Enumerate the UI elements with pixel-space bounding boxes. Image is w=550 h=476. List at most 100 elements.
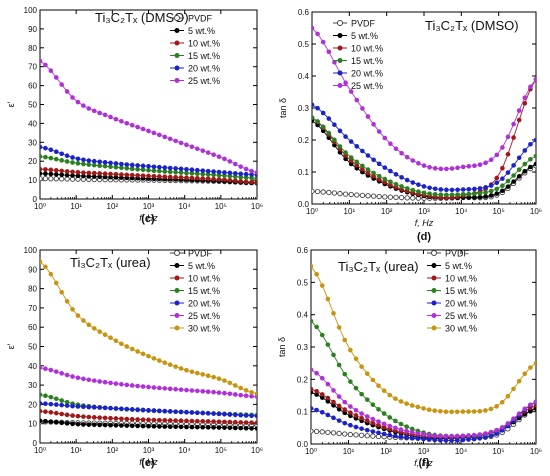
legend-marker (337, 83, 343, 88)
legend-marker (431, 288, 437, 293)
data-point (477, 162, 483, 167)
data-point (460, 187, 466, 192)
data-point (119, 161, 124, 167)
data-point (483, 431, 488, 436)
data-point (227, 391, 233, 397)
data-point (97, 379, 102, 384)
data-point (222, 173, 227, 178)
data-point (376, 173, 382, 179)
data-point (371, 170, 376, 176)
legend-marker (174, 65, 180, 71)
data-point (162, 134, 168, 140)
data-point (178, 175, 184, 180)
data-point (387, 423, 393, 429)
data-point (326, 116, 332, 121)
data-point (135, 163, 140, 168)
data-point (325, 412, 331, 418)
data-point (471, 436, 477, 442)
data-point (75, 404, 81, 409)
data-point (326, 49, 332, 55)
data-point (211, 374, 216, 380)
legend-marker (337, 20, 343, 26)
data-point (97, 174, 102, 180)
data-point (189, 410, 195, 415)
data-point (314, 188, 321, 195)
data-point (167, 165, 173, 171)
x-tick-label: 10¹ (70, 446, 82, 455)
data-point (189, 171, 195, 176)
data-point (449, 192, 455, 198)
data-point (184, 175, 189, 181)
data-point (222, 390, 227, 396)
data-point (399, 150, 404, 156)
data-point (238, 164, 244, 169)
data-point (449, 433, 454, 439)
data-point (376, 383, 381, 388)
data-point (102, 160, 108, 165)
data-point (500, 188, 505, 194)
y-tick-label: 0 (33, 195, 38, 204)
data-point (129, 122, 135, 128)
data-point (494, 186, 500, 192)
legend-marker (431, 250, 437, 256)
data-point (173, 166, 178, 171)
legend-label: 25 wt.% (351, 81, 383, 91)
y-tick-label: 0.3 (297, 343, 309, 352)
y-tick-label: 0.2 (298, 136, 310, 145)
series-4 (312, 115, 536, 198)
data-point (40, 144, 43, 150)
data-point (53, 149, 59, 155)
data-point (135, 407, 140, 412)
data-point (387, 392, 393, 398)
x-tick-label: 10⁴ (455, 447, 468, 456)
data-point (189, 424, 195, 430)
data-point (337, 150, 343, 155)
data-point (146, 128, 151, 134)
data-point (233, 425, 238, 431)
legend-label: 20 wt.% (188, 64, 220, 74)
data-point (319, 409, 325, 415)
data-point (157, 168, 162, 174)
data-point (205, 419, 211, 424)
y-tick-label: 0.6 (297, 246, 309, 255)
data-point (75, 173, 81, 179)
y-tick-label: 90 (28, 265, 37, 274)
y-tick-label: 0.0 (298, 200, 310, 209)
legend-marker (337, 33, 343, 38)
y-tick-label: 10 (28, 420, 37, 429)
data-point (404, 195, 410, 201)
data-point (40, 259, 43, 264)
data-point (332, 122, 337, 127)
data-point (53, 172, 59, 177)
data-point (102, 112, 108, 118)
data-point (505, 151, 511, 157)
data-point (140, 126, 146, 132)
data-point (354, 192, 360, 198)
data-point (184, 418, 189, 424)
data-point (157, 385, 162, 391)
data-point (337, 190, 343, 197)
data-point (146, 353, 151, 359)
data-point (359, 364, 364, 369)
data-point (135, 417, 140, 422)
data-point (364, 397, 370, 402)
data-point (113, 116, 119, 122)
data-point (427, 185, 432, 191)
series-4 (40, 154, 257, 181)
data-point (238, 425, 244, 431)
y-tick-label: 20 (28, 157, 37, 166)
data-point (108, 335, 113, 341)
data-point (477, 432, 483, 437)
data-point (146, 423, 151, 429)
data-point (494, 191, 500, 196)
x-tick-label: 10⁴ (455, 207, 468, 216)
data-point (331, 190, 338, 196)
data-point (167, 418, 173, 423)
data-point (354, 97, 360, 103)
data-point (312, 188, 315, 194)
data-point (173, 424, 178, 430)
data-point (184, 424, 189, 430)
data-point (254, 420, 257, 426)
y-axis-label: ε′ (6, 101, 16, 107)
data-point (43, 167, 48, 172)
